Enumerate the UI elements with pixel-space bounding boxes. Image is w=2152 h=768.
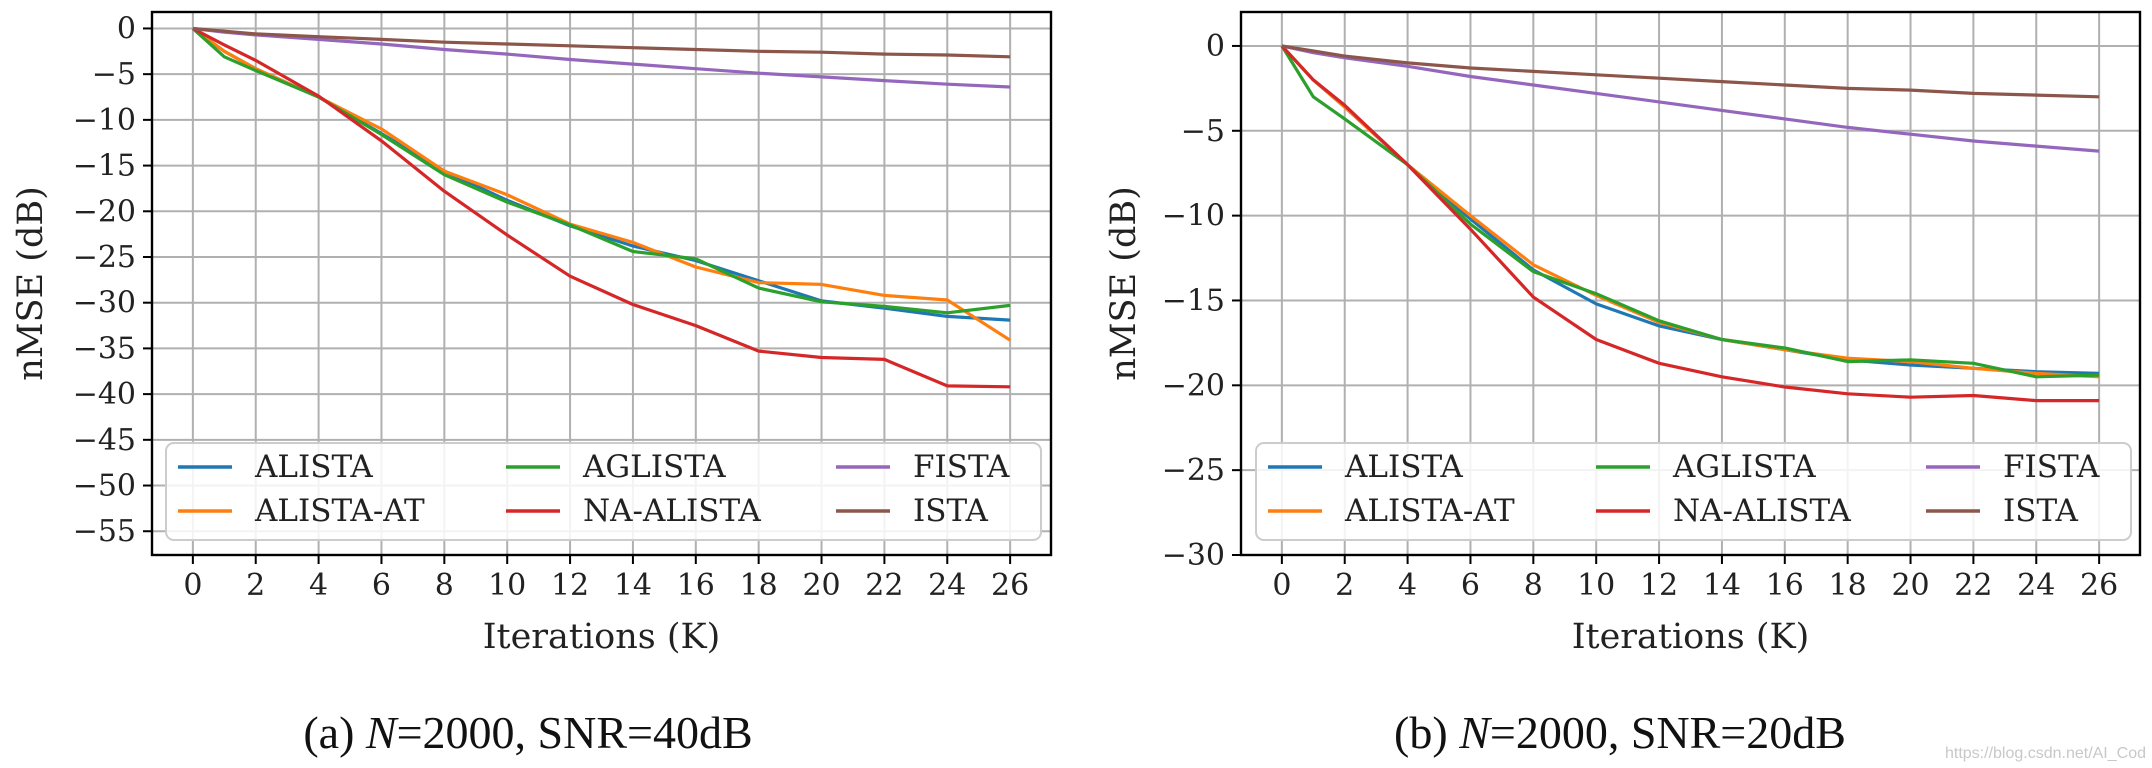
legend: ALISTA ALISTA-AT AGLISTA NA-ALISTA FISTA ISTA	[165, 442, 1042, 541]
y-tick-label: −5	[92, 57, 136, 92]
panel-caption: (a) N=2000, SNR=40dB	[303, 707, 752, 758]
y-axis-label: nMSE (dB)	[11, 186, 51, 380]
x-tick-label: 2	[246, 568, 265, 603]
caption-prefix: (b)	[1394, 707, 1459, 758]
y-tick-label: −45	[73, 423, 136, 458]
legend-entry-alista-at: ALISTA-AT	[1344, 493, 1515, 529]
y-tick-label: −25	[1162, 453, 1225, 488]
caption-prefix: (a)	[303, 707, 366, 758]
x-axis-label: Iterations (K)	[1572, 617, 1810, 657]
axes-frame	[1239, 10, 2142, 557]
series-line-na-alista	[1280, 44, 2100, 403]
series-lines	[1280, 44, 2100, 403]
x-tick-label: 14	[614, 568, 652, 603]
y-tick-label: −30	[1162, 538, 1225, 573]
x-tick-label: 10	[488, 568, 526, 603]
x-tick-label: 24	[2017, 568, 2055, 603]
y-tick-label: 0	[117, 11, 136, 46]
series-line-na-alista	[192, 27, 1011, 389]
y-tick-label: −15	[1162, 283, 1225, 318]
axes-frame	[150, 10, 1053, 557]
x-tick-label: 4	[1398, 568, 1417, 603]
legend-entry-fista: FISTA	[913, 449, 1010, 485]
caption-variable: N	[365, 707, 399, 758]
caption-variable: N	[1458, 707, 1492, 758]
x-tick-label: 26	[991, 568, 1029, 603]
x-tick-label: 6	[1461, 568, 1480, 603]
legend-entry-aglista: AGLISTA	[582, 449, 726, 485]
x-axis-label: Iterations (K)	[483, 617, 721, 657]
legend-entry-na-alista: NA-ALISTA	[583, 493, 761, 529]
series-line-alista-at	[191, 27, 1011, 342]
series-line-aglista	[191, 27, 1011, 315]
x-tick-label: 16	[1766, 568, 1804, 603]
legend-box	[1255, 442, 2132, 541]
legend-entry-ista: ISTA	[913, 493, 988, 529]
x-tick-label: 26	[2080, 568, 2118, 603]
caption-condition: =2000, SNR=20dB	[1490, 707, 1846, 758]
panel-a: 0 2 4 6 8 10 12 14 16 18 20 22 24 260−5−10−15−20−25−3…	[11, 10, 1053, 758]
panel-b: 0 2 4 6 8 10 12 14 16 18 20 22 24 260−5−10−15−20−25−3…	[1104, 10, 2142, 758]
y-tick-label: −20	[1162, 368, 1225, 403]
legend-entry-alista-at: ALISTA-AT	[254, 493, 425, 529]
y-tick-label: −40	[73, 377, 136, 412]
series-line-ista	[1281, 44, 2100, 99]
y-tick-label: −5	[1181, 114, 1225, 149]
series-line-aglista	[1280, 45, 2100, 379]
legend-box	[165, 442, 1042, 541]
caption-condition: =2000, SNR=40dB	[397, 707, 753, 758]
ticks: 0 2 4 6 8 10 12 14 16 18 20 22 24 260−5−10−15−20−25−3…	[73, 11, 1030, 603]
panel-caption: (b) N=2000, SNR=20dB	[1394, 707, 1846, 758]
series-line-alista	[191, 27, 1011, 322]
y-tick-label: −10	[73, 103, 136, 138]
legend-entry-ista: ISTA	[2003, 493, 2078, 529]
series-line-fista	[1281, 44, 2100, 153]
legend-entry-aglista: AGLISTA	[1672, 449, 1816, 485]
x-tick-label: 18	[740, 568, 778, 603]
ticks: 0 2 4 6 8 10 12 14 16 18 20 22 24 260−5−10−15−20−25−3…	[1162, 29, 2119, 603]
y-tick-label: −20	[73, 194, 136, 229]
legend-entry-alista: ALISTA	[254, 449, 373, 485]
legend-entry-alista: ALISTA	[1344, 449, 1463, 485]
x-tick-label: 8	[435, 568, 454, 603]
x-tick-label: 6	[372, 568, 391, 603]
series-lines	[191, 26, 1011, 389]
x-tick-label: 22	[1954, 568, 1992, 603]
x-tick-label: 10	[1577, 568, 1615, 603]
y-tick-label: −25	[73, 240, 136, 275]
x-tick-label: 12	[1640, 568, 1678, 603]
x-tick-label: 20	[1891, 568, 1929, 603]
watermark-text: https://blog.csdn.net/AI_Cod	[1945, 745, 2146, 762]
x-tick-label: 8	[1524, 568, 1543, 603]
x-tick-label: 24	[928, 568, 966, 603]
x-tick-label: 0	[183, 568, 202, 603]
x-tick-label: 12	[551, 568, 589, 603]
y-tick-label: −50	[73, 469, 136, 504]
x-tick-label: 0	[1272, 568, 1291, 603]
x-tick-label: 20	[802, 568, 840, 603]
y-axis-label: nMSE (dB)	[1104, 186, 1144, 380]
x-tick-label: 14	[1703, 568, 1741, 603]
legend-entry-fista: FISTA	[2003, 449, 2100, 485]
y-tick-label: −55	[73, 514, 136, 549]
y-tick-label: 0	[1206, 29, 1225, 64]
x-tick-label: 22	[865, 568, 903, 603]
series-line-alista-at	[1280, 44, 2100, 379]
legend: ALISTA ALISTA-AT AGLISTA NA-ALISTA FISTA ISTA	[1255, 442, 2132, 541]
series-line-ista	[192, 26, 1011, 59]
y-tick-label: −15	[73, 149, 136, 184]
x-tick-label: 18	[1829, 568, 1867, 603]
legend-entry-na-alista: NA-ALISTA	[1673, 493, 1851, 529]
y-tick-label: −30	[73, 286, 136, 321]
x-tick-label: 4	[309, 568, 328, 603]
x-tick-label: 16	[677, 568, 715, 603]
y-tick-label: −35	[73, 331, 136, 366]
x-tick-label: 2	[1335, 568, 1354, 603]
y-tick-label: −10	[1162, 199, 1225, 234]
